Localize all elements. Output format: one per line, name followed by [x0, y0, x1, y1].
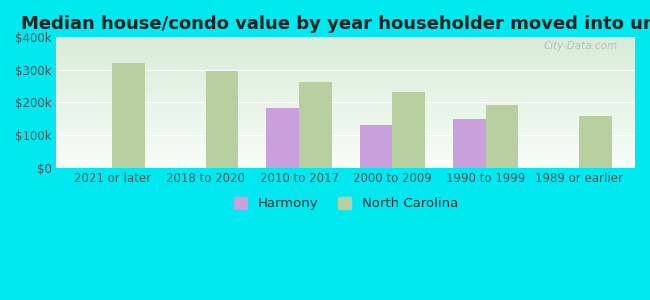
Bar	[112, 63, 145, 168]
Bar	[453, 119, 486, 168]
Bar	[299, 82, 332, 168]
Text: City-Data.com: City-Data.com	[543, 41, 618, 51]
Bar	[486, 105, 518, 168]
Bar	[579, 116, 612, 168]
Bar	[359, 124, 393, 168]
Legend: Harmony, North Carolina: Harmony, North Carolina	[228, 192, 463, 216]
Bar	[206, 70, 239, 168]
Bar	[393, 92, 425, 168]
Title: Median house/condo value by year householder moved into unit: Median house/condo value by year househo…	[21, 15, 650, 33]
Bar	[266, 108, 299, 168]
